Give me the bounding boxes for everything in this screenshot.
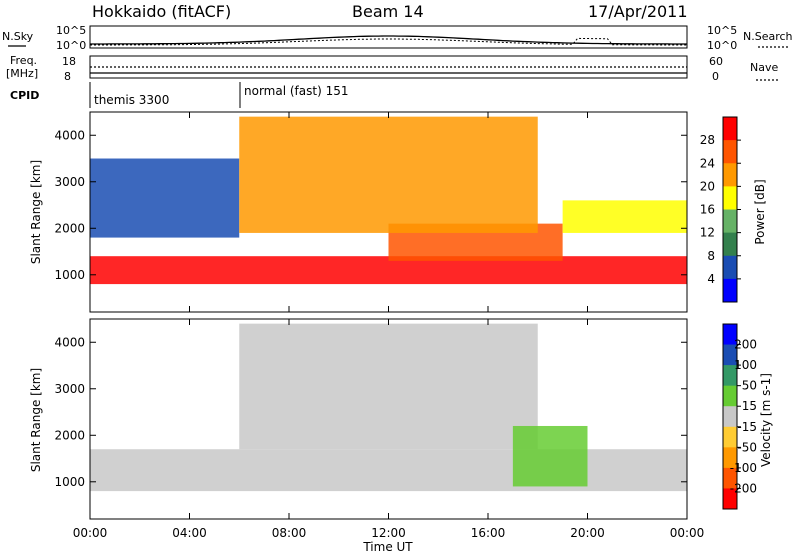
power-colorbar-label-1: 8 — [707, 249, 715, 263]
power-band-4 — [562, 200, 687, 233]
velocity-band-0 — [90, 449, 687, 492]
freq-label-1: Freq. — [10, 54, 37, 67]
power-colorbar-label-5: 24 — [700, 156, 715, 170]
power-ylabel: Slant Range [km] — [29, 160, 43, 264]
xtick-label-6: 00:00 — [670, 526, 705, 540]
velocity-colorbar-label-6: -100 — [730, 461, 757, 475]
velocity-colorbar-label-4: -15 — [737, 420, 757, 434]
noise-traces — [90, 35, 687, 46]
velocity-colorbar-seg-8 — [723, 488, 737, 510]
power-band-2 — [90, 158, 240, 238]
velocity-colorbar-seg-1 — [723, 344, 737, 366]
cpid-strip: CPID themis 3300 normal (fast) 151 — [10, 82, 348, 108]
time-axis-label: Time UT — [362, 540, 413, 554]
velocity-data — [90, 323, 687, 492]
velocity-colorbar-seg-5 — [723, 426, 737, 448]
velocity-ylabel: Slant Range [km] — [29, 368, 43, 472]
velocity-colorbar-label-1: 100 — [734, 358, 757, 372]
power-band-3 — [239, 116, 538, 233]
noise-panel-frame — [89, 25, 688, 49]
power-colorbar-label-6: 28 — [700, 133, 715, 147]
nave-tick-bottom: 0 — [712, 70, 719, 83]
power-ytick-label-1: 2000 — [54, 221, 85, 235]
time-axis: 00:00 04:00 08:00 12:00 16:00 20:00 00:00 — [73, 112, 705, 540]
nave-label: Nave — [750, 61, 778, 74]
freq-panel: Freq. [MHz] 18 8 60 0 Nave — [6, 54, 778, 83]
power-y-ticks: 1000 2000 3000 4000 — [54, 128, 687, 282]
power-colorbar-seg-3 — [723, 186, 737, 210]
velocity-colorbar-seg-3 — [723, 385, 737, 407]
power-ytick-label-0: 1000 — [54, 268, 85, 282]
power-colorbar: 4 8 12 16 20 24 28 — [700, 116, 741, 303]
velocity-band-2 — [512, 425, 588, 487]
power-colorbar-seg-4 — [723, 209, 737, 234]
freq-tick-bottom: 8 — [64, 70, 71, 83]
velocity-colorbar-label-2: 50 — [742, 379, 757, 393]
xtick-label-2: 08:00 — [272, 526, 307, 540]
power-colorbar-seg-5 — [723, 232, 737, 257]
velocity-panel: 1000 2000 3000 4000 Slant Range [km] 200 100… — [29, 318, 773, 520]
velocity-colorbar: 200 100 50 15 -15 -50 -100 -200 — [722, 323, 757, 510]
power-colorbar-label-0: 4 — [707, 272, 715, 286]
power-colorbar-label-3: 16 — [700, 203, 715, 217]
nsky-tick-top: 10^5 — [56, 24, 86, 37]
nave-tick-top: 60 — [709, 55, 723, 68]
velocity-colorbar-label-0: 200 — [734, 338, 757, 352]
power-colorbar-seg-0 — [723, 117, 737, 141]
beam-title: Beam 14 — [352, 2, 424, 21]
velocity-colorbar-label-7: -200 — [730, 481, 757, 495]
velocity-colorbar-label: Velocity [m s-1] — [759, 373, 773, 467]
nsearch-trace — [90, 37, 687, 46]
velocity-colorbar-frame — [722, 323, 738, 510]
xtick-label-3: 12:00 — [371, 526, 406, 540]
nsky-label: N.Sky — [2, 30, 34, 43]
velocity-colorbar-seg-2 — [723, 365, 737, 387]
velocity-ytick-label-1: 2000 — [54, 428, 85, 442]
power-colorbar-seg-2 — [723, 163, 737, 187]
radar-title: Hokkaido (fitACF) — [92, 2, 231, 21]
power-colorbar-label: Power [dB] — [753, 179, 767, 244]
xtick-label-4: 16:00 — [471, 526, 506, 540]
velocity-ytick-label-0: 1000 — [54, 475, 85, 489]
power-colorbar-seg-7 — [723, 278, 737, 303]
velocity-colorbar-label-3: 15 — [742, 399, 757, 413]
xtick-label-0: 00:00 — [73, 526, 108, 540]
xtick-label-1: 04:00 — [172, 526, 207, 540]
velocity-colorbar-seg-4 — [723, 406, 737, 428]
freq-label-2: [MHz] — [6, 67, 38, 80]
noise-panel: N.Sky 10^5 10^0 10^5 10^0 N.Search — [2, 24, 793, 52]
nsky-tick-bottom: 10^0 — [56, 39, 86, 52]
power-ytick-label-2: 3000 — [54, 175, 85, 189]
power-colorbar-label-4: 20 — [700, 179, 715, 193]
nsearch-tick-top: 10^5 — [707, 24, 737, 37]
power-colorbar-seg-6 — [723, 255, 737, 280]
velocity-band-1 — [239, 323, 538, 450]
velocity-ytick-label-3: 4000 — [54, 335, 85, 349]
velocity-colorbar-seg-6 — [723, 447, 737, 469]
freq-tick-top: 18 — [62, 55, 76, 68]
velocity-colorbar-label-5: -50 — [737, 440, 757, 454]
power-data — [90, 116, 687, 285]
nsky-trace — [90, 35, 687, 45]
power-colorbar-label-2: 12 — [700, 226, 715, 240]
cpid-segment-2: normal (fast) 151 — [244, 84, 348, 98]
nsearch-tick-bottom: 10^0 — [707, 39, 737, 52]
velocity-colorbar-seg-0 — [723, 324, 737, 346]
cpid-segment-1: themis 3300 — [94, 93, 169, 107]
cpid-label: CPID — [10, 89, 39, 102]
power-ytick-label-3: 4000 — [54, 128, 85, 142]
power-panel: 1000 2000 3000 4000 Slant Range [km] 4 8 12 16… — [29, 111, 767, 313]
nsearch-label: N.Search — [743, 30, 793, 43]
date-title: 17/Apr/2011 — [588, 2, 688, 21]
xtick-label-5: 20:00 — [570, 526, 605, 540]
velocity-colorbar-seg-7 — [723, 467, 737, 489]
power-colorbar-seg-1 — [723, 140, 737, 164]
velocity-y-ticks: 1000 2000 3000 4000 — [54, 335, 687, 489]
velocity-ytick-label-2: 3000 — [54, 382, 85, 396]
